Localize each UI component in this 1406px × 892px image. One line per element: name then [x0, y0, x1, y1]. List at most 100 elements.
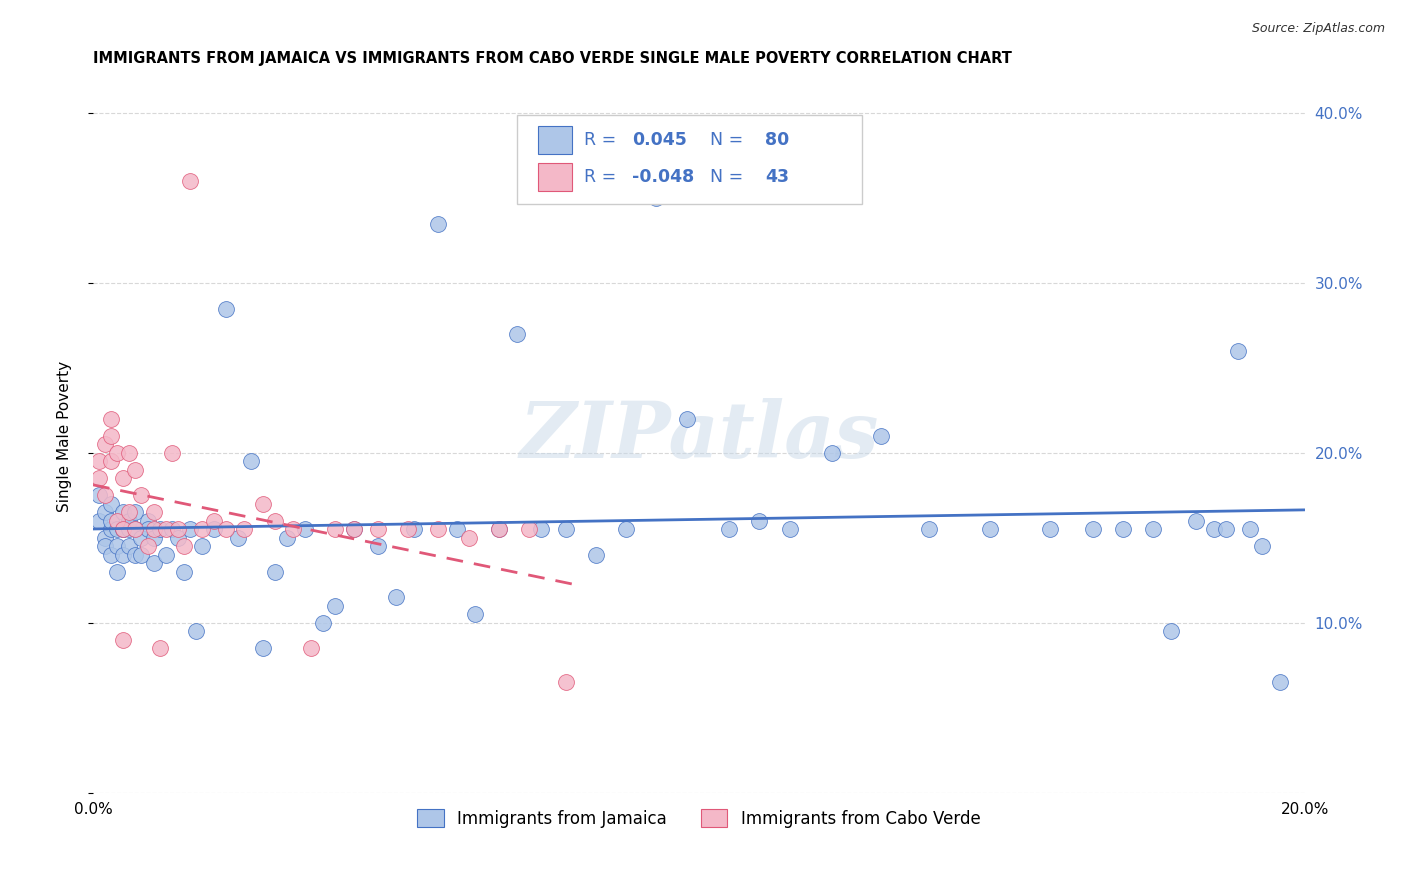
Point: [554, 675, 576, 690]
Point: [325, 523, 347, 537]
Text: 80: 80: [765, 131, 790, 149]
Point: [312, 615, 335, 630]
Point: [645, 191, 668, 205]
Point: [675, 412, 697, 426]
Point: [142, 557, 165, 571]
Point: [118, 523, 141, 537]
Point: [131, 548, 153, 562]
Point: [94, 488, 117, 502]
Point: [1239, 523, 1261, 537]
Point: [325, 599, 347, 613]
Point: [136, 523, 159, 537]
Point: [1202, 523, 1225, 537]
Point: [215, 301, 238, 316]
Point: [530, 523, 553, 537]
Point: [252, 497, 274, 511]
Text: 43: 43: [765, 168, 790, 186]
FancyBboxPatch shape: [537, 126, 572, 154]
Point: [118, 540, 141, 554]
Point: [202, 514, 225, 528]
Point: [124, 523, 146, 537]
Point: [342, 523, 364, 537]
Point: [94, 531, 117, 545]
Point: [100, 429, 122, 443]
Point: [149, 641, 172, 656]
Point: [446, 523, 468, 537]
Point: [112, 523, 135, 537]
Point: [233, 523, 256, 537]
Point: [404, 523, 426, 537]
Point: [179, 523, 201, 537]
Point: [142, 505, 165, 519]
Point: [263, 514, 285, 528]
Point: [342, 523, 364, 537]
Point: [94, 540, 117, 554]
Text: 0.045: 0.045: [633, 131, 688, 149]
Point: [166, 531, 188, 545]
Point: [614, 523, 637, 537]
Point: [160, 446, 183, 460]
Point: [105, 446, 128, 460]
Point: [94, 505, 117, 519]
Text: Source: ZipAtlas.com: Source: ZipAtlas.com: [1251, 22, 1385, 36]
Point: [87, 471, 110, 485]
Point: [87, 514, 110, 528]
Point: [979, 523, 1001, 537]
Point: [779, 523, 801, 537]
Point: [1160, 624, 1182, 639]
Point: [155, 548, 177, 562]
Point: [215, 523, 238, 537]
Point: [100, 412, 122, 426]
Point: [179, 174, 201, 188]
Point: [100, 514, 122, 528]
Point: [239, 454, 262, 468]
Point: [118, 505, 141, 519]
Point: [136, 540, 159, 554]
Text: R =: R =: [583, 168, 621, 186]
Point: [488, 523, 510, 537]
Point: [1227, 344, 1250, 359]
Point: [191, 523, 214, 537]
Point: [100, 454, 122, 468]
Point: [87, 454, 110, 468]
Point: [105, 514, 128, 528]
Point: [748, 514, 770, 528]
Point: [131, 531, 153, 545]
FancyBboxPatch shape: [537, 163, 572, 192]
Point: [112, 548, 135, 562]
Point: [918, 523, 941, 537]
Point: [160, 523, 183, 537]
Point: [112, 505, 135, 519]
Point: [105, 565, 128, 579]
Point: [202, 523, 225, 537]
Point: [124, 505, 146, 519]
Point: [1039, 523, 1062, 537]
Point: [100, 497, 122, 511]
Point: [142, 523, 165, 537]
Point: [554, 523, 576, 537]
Point: [385, 591, 408, 605]
Point: [112, 632, 135, 647]
Point: [276, 531, 298, 545]
Point: [191, 540, 214, 554]
Point: [155, 523, 177, 537]
FancyBboxPatch shape: [517, 115, 862, 204]
Point: [112, 471, 135, 485]
Point: [166, 523, 188, 537]
Y-axis label: Single Male Poverty: Single Male Poverty: [58, 360, 72, 512]
Point: [184, 624, 207, 639]
Point: [1215, 523, 1237, 537]
Point: [124, 523, 146, 537]
Text: N =: N =: [699, 131, 748, 149]
Point: [1081, 523, 1104, 537]
Point: [124, 463, 146, 477]
Point: [112, 523, 135, 537]
Point: [427, 523, 450, 537]
Point: [821, 446, 844, 460]
Point: [281, 523, 304, 537]
Point: [1112, 523, 1135, 537]
Point: [1142, 523, 1164, 537]
Point: [136, 514, 159, 528]
Point: [506, 327, 529, 342]
Point: [87, 488, 110, 502]
